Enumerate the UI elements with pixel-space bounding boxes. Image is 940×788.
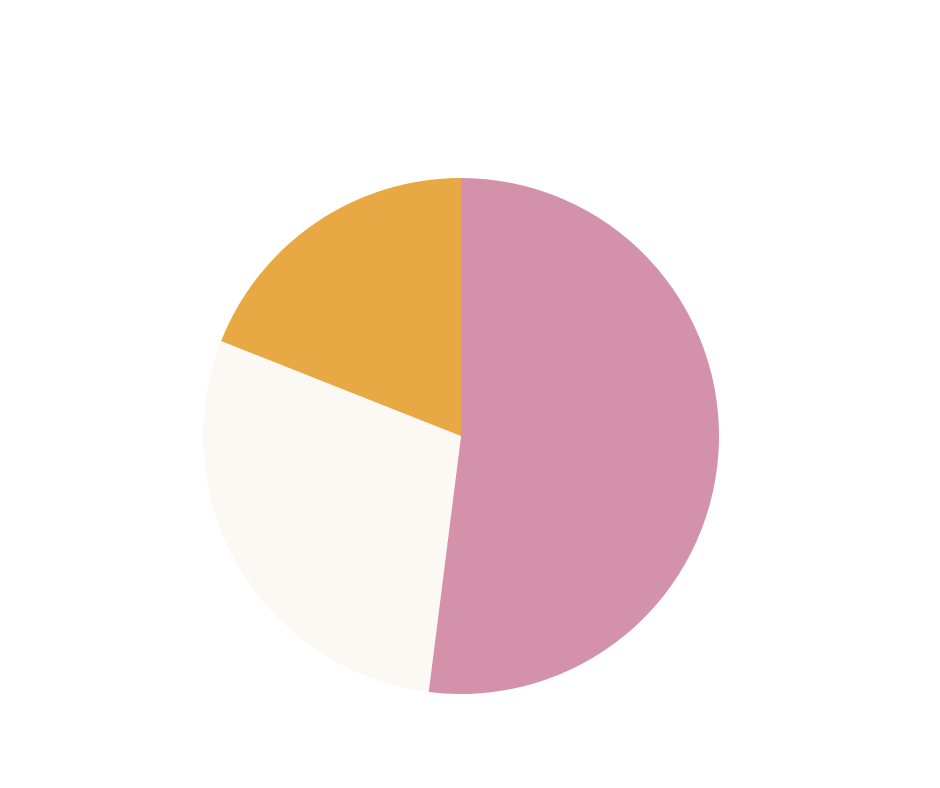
pie-slice [202, 341, 461, 692]
pie-slice [221, 178, 461, 436]
pie-slice [428, 178, 719, 694]
